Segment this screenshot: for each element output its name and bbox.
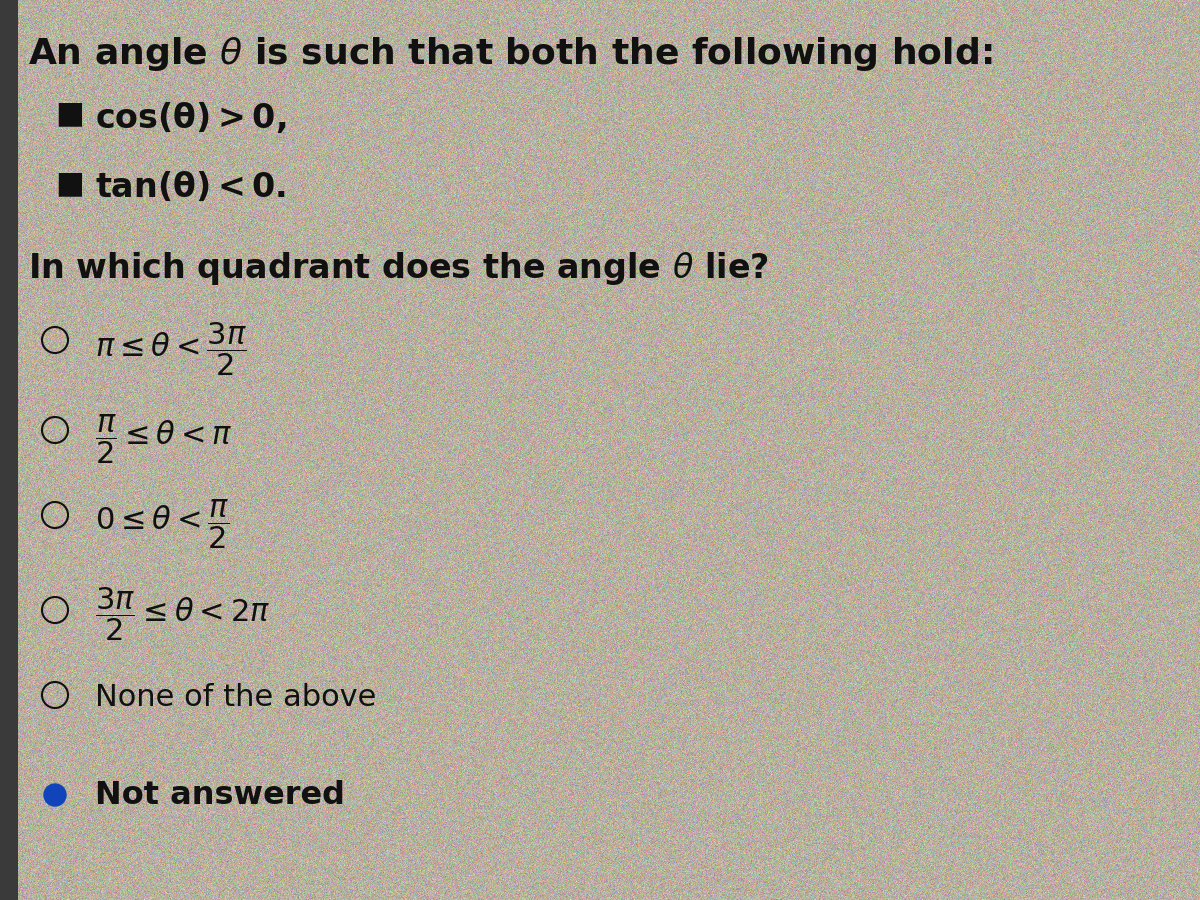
Text: $\dfrac{3\pi}{2} \leq \theta < 2\pi$: $\dfrac{3\pi}{2} \leq \theta < 2\pi$ xyxy=(95,585,270,643)
Text: $\pi \leq \theta < \dfrac{3\pi}{2}$: $\pi \leq \theta < \dfrac{3\pi}{2}$ xyxy=(95,320,247,377)
Text: $\dfrac{\pi}{2} \leq \theta < \pi$: $\dfrac{\pi}{2} \leq \theta < \pi$ xyxy=(95,412,233,465)
Text: $\mathbf{tan(\theta) < 0.}$: $\mathbf{tan(\theta) < 0.}$ xyxy=(95,170,286,204)
Circle shape xyxy=(44,784,66,806)
Text: In which quadrant does the angle $\theta$ lie?: In which quadrant does the angle $\theta… xyxy=(28,250,769,287)
Text: $\mathbf{cos(\theta) > 0,}$: $\mathbf{cos(\theta) > 0,}$ xyxy=(95,100,287,135)
Text: None of the above: None of the above xyxy=(95,683,377,712)
Text: $\blacksquare$: $\blacksquare$ xyxy=(55,170,83,199)
Bar xyxy=(0,0,18,900)
Text: $\blacksquare$: $\blacksquare$ xyxy=(55,100,83,129)
Text: An angle $\theta$ is such that both the following hold:: An angle $\theta$ is such that both the … xyxy=(28,35,992,73)
Text: $0 \leq \theta < \dfrac{\pi}{2}$: $0 \leq \theta < \dfrac{\pi}{2}$ xyxy=(95,497,229,551)
Text: Not answered: Not answered xyxy=(95,780,346,811)
